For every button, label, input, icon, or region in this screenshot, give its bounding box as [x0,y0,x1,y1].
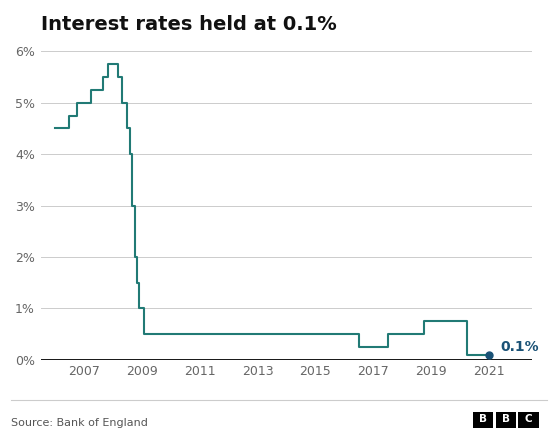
Text: B: B [479,413,487,423]
Text: Source: Bank of England: Source: Bank of England [11,418,148,428]
Text: C: C [525,413,532,423]
Text: 0.1%: 0.1% [501,340,539,354]
Text: Interest rates held at 0.1%: Interest rates held at 0.1% [41,15,336,34]
Text: B: B [502,413,510,423]
